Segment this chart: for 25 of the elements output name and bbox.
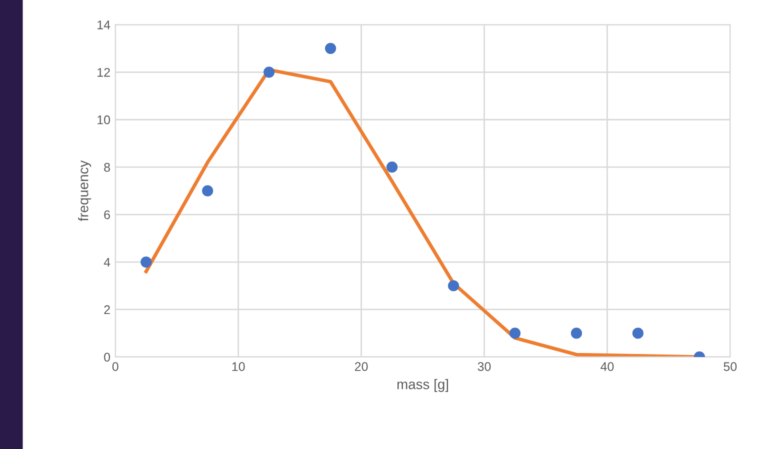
y-tick-label: 10 <box>98 115 110 124</box>
point <box>386 162 398 173</box>
x-tick-label: 40 <box>600 362 614 371</box>
y-tick-label: 8 <box>104 162 110 172</box>
y-tick-label: 14 <box>98 20 110 30</box>
point <box>202 185 214 196</box>
point <box>324 42 336 54</box>
y-tick-label: 0 <box>104 352 110 362</box>
x-tick-label: 30 <box>478 362 491 371</box>
point <box>264 66 275 78</box>
y-tick-label: 4 <box>104 258 110 267</box>
point <box>570 328 582 339</box>
point <box>448 280 460 292</box>
y-tick-label: 6 <box>104 210 110 220</box>
y-axis-title: frequency <box>78 160 92 222</box>
y-tick-label: 12 <box>98 68 110 77</box>
y-tick-label: 2 <box>104 305 110 314</box>
x-axis-title: mass [g] <box>397 379 448 392</box>
point <box>140 256 152 268</box>
point <box>632 328 644 339</box>
x-tick-label: 10 <box>232 362 245 371</box>
x-tick-label: 50 <box>724 362 737 371</box>
x-tick-label: 20 <box>354 362 368 371</box>
point <box>509 328 521 339</box>
x-tick-label: 0 <box>112 362 118 371</box>
